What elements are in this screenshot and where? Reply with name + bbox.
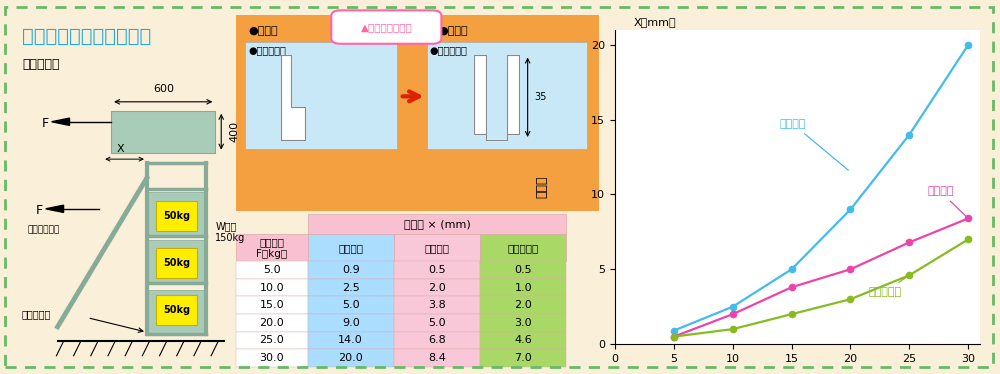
Text: 5.0: 5.0 [428,318,446,328]
Text: 当社改良品: 当社改良品 [508,243,539,253]
FancyBboxPatch shape [236,314,308,332]
Text: 当社製品: 当社製品 [424,243,449,253]
FancyBboxPatch shape [147,240,206,283]
FancyBboxPatch shape [308,279,394,297]
Text: ●従来品: ●従来品 [248,26,278,36]
Text: F: F [36,204,43,217]
Text: 引張り力
F（kg）: 引張り力 F（kg） [256,237,287,259]
FancyBboxPatch shape [308,297,394,314]
FancyBboxPatch shape [480,297,566,314]
Text: X: X [116,144,124,154]
Text: ▲グレードアップ: ▲グレードアップ [361,22,413,32]
FancyBboxPatch shape [394,297,480,314]
Text: ワゴン横揺れ比較テスト: ワゴン横揺れ比較テスト [22,27,151,46]
FancyBboxPatch shape [156,201,197,231]
FancyBboxPatch shape [331,10,441,44]
Text: ●棚板断面図: ●棚板断面図 [248,46,286,56]
Text: 35: 35 [535,92,547,102]
FancyBboxPatch shape [236,261,308,279]
Polygon shape [281,55,305,140]
FancyBboxPatch shape [236,234,308,261]
Text: 400: 400 [229,121,239,142]
Polygon shape [52,118,70,125]
Text: F: F [42,117,49,130]
Text: （バネ計り）: （バネ計り） [28,225,60,234]
Text: 15.0: 15.0 [259,300,284,310]
Text: 50kg: 50kg [163,305,190,315]
Text: ●改良品: ●改良品 [438,26,468,36]
FancyBboxPatch shape [236,332,308,349]
FancyBboxPatch shape [480,349,566,367]
FancyBboxPatch shape [480,234,566,261]
Text: 当社改良品: 当社改良品 [868,277,907,297]
FancyBboxPatch shape [480,332,566,349]
FancyBboxPatch shape [156,295,197,325]
Text: 当社製品: 当社製品 [927,187,966,217]
Text: 50kg: 50kg [163,258,190,268]
Text: 0.5: 0.5 [428,265,446,275]
Text: ●棚板断面図: ●棚板断面図 [429,46,467,56]
Text: 5.0: 5.0 [342,300,359,310]
FancyBboxPatch shape [394,261,480,279]
FancyBboxPatch shape [308,214,566,234]
FancyBboxPatch shape [245,42,397,149]
Polygon shape [474,55,519,140]
FancyBboxPatch shape [394,279,480,297]
FancyBboxPatch shape [308,234,394,261]
FancyBboxPatch shape [394,349,480,367]
FancyBboxPatch shape [394,234,480,261]
FancyBboxPatch shape [426,42,587,149]
Text: 10.0: 10.0 [259,283,284,293]
Text: 8.4: 8.4 [428,353,446,363]
FancyBboxPatch shape [394,314,480,332]
Text: テスト要項: テスト要項 [22,58,59,71]
Text: 4.6: 4.6 [514,335,532,345]
Text: 0.9: 0.9 [342,265,360,275]
Text: 2.0: 2.0 [428,283,446,293]
Text: 変形量 × (mm): 変形量 × (mm) [404,219,470,229]
FancyBboxPatch shape [480,279,566,297]
FancyBboxPatch shape [236,15,599,211]
Text: 9.0: 9.0 [342,318,360,328]
Text: 0.5: 0.5 [514,265,532,275]
Text: 他社製品: 他社製品 [780,119,848,170]
FancyBboxPatch shape [480,261,566,279]
Text: 3.8: 3.8 [428,300,446,310]
Text: ストッパー: ストッパー [22,309,51,319]
FancyBboxPatch shape [308,261,394,279]
FancyBboxPatch shape [147,291,206,334]
FancyBboxPatch shape [480,314,566,332]
FancyBboxPatch shape [308,332,394,349]
FancyBboxPatch shape [147,193,206,236]
Text: 50kg: 50kg [163,211,190,221]
Text: 6.8: 6.8 [428,335,446,345]
FancyBboxPatch shape [308,314,394,332]
Text: 20.0: 20.0 [259,318,284,328]
Text: 2.0: 2.0 [514,300,532,310]
Text: 20.0: 20.0 [338,353,363,363]
Text: 14.0: 14.0 [338,335,363,345]
Text: X（mm）: X（mm） [633,17,676,27]
Text: 5.0: 5.0 [263,265,281,275]
FancyBboxPatch shape [236,349,308,367]
Text: 他社製品: 他社製品 [338,243,363,253]
Text: 3.0: 3.0 [514,318,532,328]
FancyBboxPatch shape [236,297,308,314]
Polygon shape [46,205,64,212]
Text: 30.0: 30.0 [259,353,284,363]
FancyBboxPatch shape [111,111,215,153]
Text: 変形量: 変形量 [536,176,548,198]
FancyBboxPatch shape [236,279,308,297]
Text: 7.0: 7.0 [514,353,532,363]
FancyBboxPatch shape [308,349,394,367]
Text: W合計
150kg: W合計 150kg [215,222,246,243]
Text: 600: 600 [153,84,174,94]
Text: 2.5: 2.5 [342,283,360,293]
FancyBboxPatch shape [156,248,197,278]
Text: 1.0: 1.0 [514,283,532,293]
Text: 25.0: 25.0 [259,335,284,345]
FancyBboxPatch shape [394,332,480,349]
